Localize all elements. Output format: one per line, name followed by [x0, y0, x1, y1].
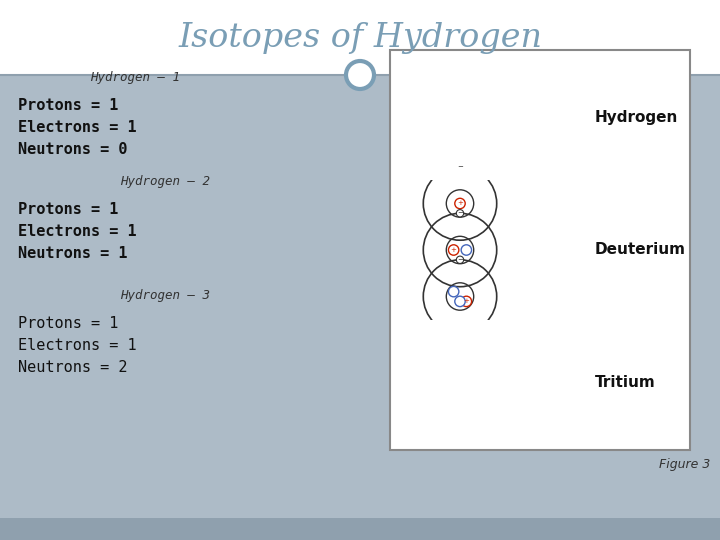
Circle shape	[346, 61, 374, 89]
Text: Hydrogen – 2: Hydrogen – 2	[120, 176, 210, 188]
Bar	[390, 50, 690, 450]
Text: Hydrogen – 1: Hydrogen – 1	[90, 71, 180, 84]
Text: Deuterium: Deuterium	[595, 242, 686, 258]
Circle shape	[449, 286, 459, 297]
Circle shape	[455, 198, 465, 208]
Text: +: +	[457, 200, 463, 206]
Text: Electrons = 1: Electrons = 1	[18, 224, 137, 239]
Text: +: +	[464, 299, 469, 305]
Text: Isotopes of Hydrogen: Isotopes of Hydrogen	[178, 22, 542, 53]
Text: −: −	[457, 257, 463, 263]
Text: Protons = 1: Protons = 1	[18, 98, 118, 112]
Text: −: −	[457, 164, 463, 170]
Circle shape	[456, 210, 464, 217]
Circle shape	[456, 256, 464, 264]
Text: Figure 3: Figure 3	[659, 458, 710, 471]
Text: Hydrogen: Hydrogen	[595, 110, 678, 125]
Text: Neutrons = 0: Neutrons = 0	[18, 141, 127, 157]
Text: Protons = 1: Protons = 1	[18, 315, 118, 330]
Text: Protons = 1: Protons = 1	[18, 201, 118, 217]
Text: +: +	[451, 247, 456, 253]
Text: Hydrogen – 3: Hydrogen – 3	[120, 289, 210, 302]
Text: Tritium: Tritium	[595, 375, 656, 390]
Circle shape	[456, 163, 464, 171]
Text: Neutrons = 2: Neutrons = 2	[18, 360, 127, 375]
Circle shape	[461, 296, 472, 307]
Text: −: −	[457, 210, 463, 217]
Bar	[0, 518, 720, 540]
Circle shape	[449, 245, 459, 255]
Text: Electrons = 1: Electrons = 1	[18, 338, 137, 353]
Bar	[0, 75, 720, 518]
Circle shape	[455, 296, 465, 307]
Text: Electrons = 1: Electrons = 1	[18, 119, 137, 134]
Circle shape	[461, 245, 472, 255]
Text: Neutrons = 1: Neutrons = 1	[18, 246, 127, 260]
Bar	[0, 0, 720, 75]
